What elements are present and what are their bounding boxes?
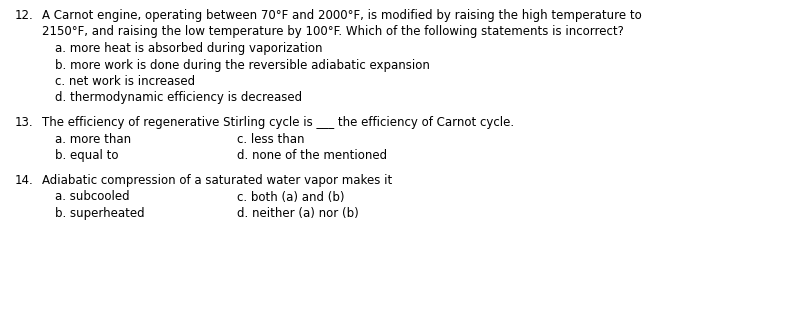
Text: d. none of the mentioned: d. none of the mentioned [237, 149, 387, 162]
Text: b. superheated: b. superheated [55, 207, 144, 220]
Text: c. both (a) and (b): c. both (a) and (b) [237, 191, 344, 203]
Text: a. more than: a. more than [55, 133, 131, 146]
Text: d. neither (a) nor (b): d. neither (a) nor (b) [237, 207, 358, 220]
Text: 12.: 12. [14, 9, 33, 22]
Text: c. net work is increased: c. net work is increased [55, 75, 195, 88]
Text: 14.: 14. [14, 174, 33, 187]
Text: 13.: 13. [14, 116, 33, 129]
Text: a. more heat is absorbed during vaporization: a. more heat is absorbed during vaporiza… [55, 42, 322, 55]
Text: The efficiency of regenerative Stirling cycle is ___ the efficiency of Carnot cy: The efficiency of regenerative Stirling … [42, 116, 514, 129]
Text: c. less than: c. less than [237, 133, 304, 146]
Text: d. thermodynamic efficiency is decreased: d. thermodynamic efficiency is decreased [55, 92, 302, 105]
Text: Adiabatic compression of a saturated water vapor makes it: Adiabatic compression of a saturated wat… [42, 174, 392, 187]
Text: A Carnot engine, operating between 70°F and 2000°F, is modified by raising the h: A Carnot engine, operating between 70°F … [42, 9, 642, 22]
Text: b. more work is done during the reversible adiabatic expansion: b. more work is done during the reversib… [55, 59, 429, 72]
Text: b. equal to: b. equal to [55, 149, 118, 162]
Text: 2150°F, and raising the low temperature by 100°F. Which of the following stateme: 2150°F, and raising the low temperature … [42, 26, 624, 39]
Text: a. subcooled: a. subcooled [55, 191, 129, 203]
